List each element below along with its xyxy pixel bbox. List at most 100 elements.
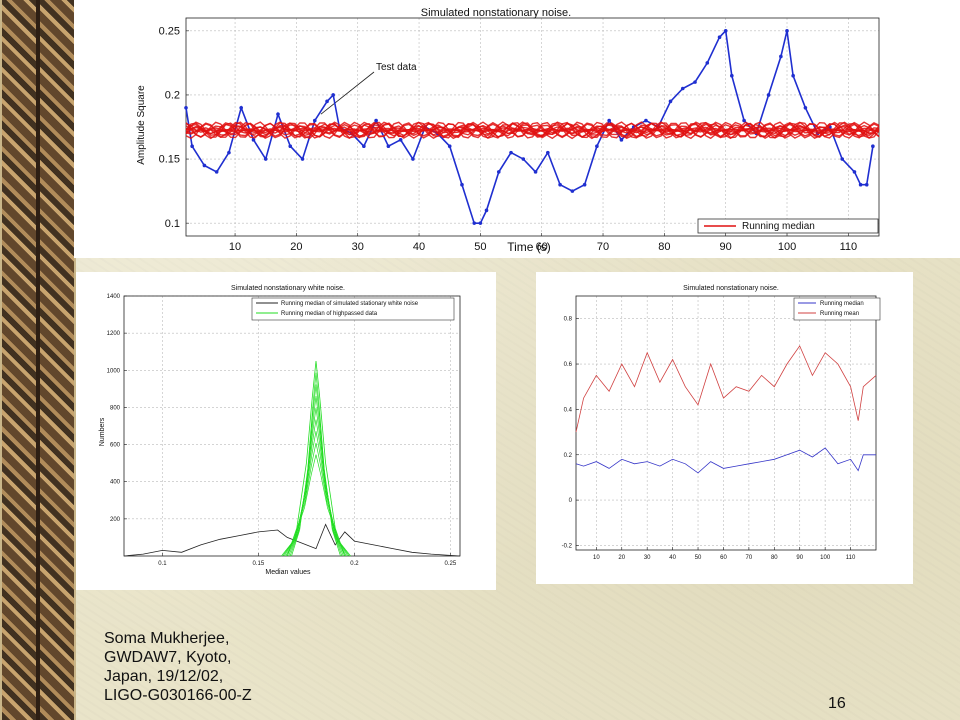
data-point xyxy=(533,170,538,174)
data-point xyxy=(644,118,648,123)
data-point xyxy=(766,93,771,97)
chart-series xyxy=(184,29,880,225)
x-tick-label: 50 xyxy=(474,241,486,253)
data-point xyxy=(276,112,280,116)
y-tick-label: 0.8 xyxy=(564,317,573,323)
chart-labels: Simulated nonstationary white noise. Med… xyxy=(99,285,345,576)
data-point xyxy=(570,189,575,193)
chart-panel-histogram: 0.1 0.15 0.2 0.25 200 400 600 800 1000 1200 1400 S… xyxy=(76,272,496,590)
series-running-median-trace xyxy=(185,121,880,140)
data-point xyxy=(546,150,550,155)
x-tick-label: 80 xyxy=(658,241,670,253)
chart-y-axis-label: Numbers xyxy=(99,417,106,446)
data-point xyxy=(582,182,587,187)
data-point xyxy=(478,221,483,225)
chart-title: Simulated nonstationary white noise. xyxy=(231,285,345,292)
y-tick-label: 200 xyxy=(110,517,121,523)
chart-labels: Simulated nonstationary noise. Time (s) … xyxy=(136,7,571,254)
plot-frame xyxy=(575,295,877,551)
y-tick-label: 0 xyxy=(569,498,573,504)
data-point xyxy=(484,208,489,213)
chart-x-axis-label: Time (s) xyxy=(507,240,551,254)
data-point xyxy=(447,144,452,149)
legend-label-running-mean: Running mean xyxy=(820,311,859,317)
x-tick-label: 30 xyxy=(352,241,364,253)
series-running-median-of-highpassed-data-trace xyxy=(281,454,351,557)
plot-frame xyxy=(123,295,461,557)
series-running-median-trace xyxy=(185,121,880,140)
x-tick-label: 20 xyxy=(618,555,625,561)
data-point xyxy=(680,86,685,91)
y-tick-label: 400 xyxy=(110,480,121,486)
decorative-left-border xyxy=(0,0,76,720)
chart-panel-test-data: 10 20 30 40 50 60 70 80 90 100 110 0.1 0.15 0.2 0.25 S… xyxy=(74,0,960,258)
x-tick-label: 80 xyxy=(771,555,778,561)
author-line: Soma Mukherjee, xyxy=(104,630,230,647)
x-tick-label: 0.2 xyxy=(350,561,359,567)
data-point xyxy=(852,170,857,174)
data-point xyxy=(239,105,243,110)
x-tick-label: 0.1 xyxy=(158,561,167,567)
data-point xyxy=(496,170,501,174)
x-tick-label: 40 xyxy=(413,241,425,253)
x-tick-label: 50 xyxy=(695,555,702,561)
data-point xyxy=(840,157,845,161)
chart-median-histogram: 0.1 0.15 0.2 0.25 200 400 600 800 1000 1200 1400 S… xyxy=(99,285,461,576)
data-point xyxy=(184,105,188,110)
series-running-median-of-simulated-stationary-white-noise xyxy=(123,523,461,557)
data-point xyxy=(398,138,403,142)
data-point xyxy=(705,61,710,65)
series-running-median xyxy=(575,447,876,474)
data-point xyxy=(251,138,256,142)
data-point xyxy=(717,35,722,40)
chart-series xyxy=(123,360,461,557)
y-tick-label: 1200 xyxy=(107,331,121,337)
x-tick-label: 60 xyxy=(720,555,727,561)
series-running-median-trace xyxy=(185,121,880,140)
y-tick-label: 1400 xyxy=(107,294,121,300)
data-point xyxy=(460,182,464,187)
series-running-median-of-highpassed-data xyxy=(286,360,346,557)
chart-grid xyxy=(576,296,876,550)
chart-axes: 0.1 0.15 0.2 0.25 200 400 600 800 1000 1200 1400 xyxy=(107,294,461,567)
data-point xyxy=(312,118,317,123)
data-point xyxy=(411,157,415,161)
x-tick-label: 70 xyxy=(746,555,753,561)
data-point xyxy=(779,54,783,59)
author-footer: Soma Mukherjee, GWDAW7, Kyoto, Japan, 19… xyxy=(104,629,344,705)
author-line: Japan, 19/12/02, xyxy=(104,668,224,685)
y-tick-label: 0.2 xyxy=(564,453,573,459)
data-point xyxy=(386,144,391,149)
chart-axes: 10 20 30 40 50 60 70 80 90 100 110 -0.2 0 0.2 0.4 0.6 0.… xyxy=(562,295,877,561)
chart-legend: Running median Running mean xyxy=(793,297,881,321)
x-tick-label: 10 xyxy=(593,555,600,561)
data-point xyxy=(619,138,624,142)
data-point xyxy=(558,182,562,187)
data-point xyxy=(509,150,513,155)
chart-series xyxy=(575,345,877,474)
x-tick-label: 20 xyxy=(290,241,302,253)
y-tick-label: 0.4 xyxy=(564,407,573,413)
y-tick-label: 0.6 xyxy=(564,362,573,368)
y-tick-label: 0.1 xyxy=(165,218,180,230)
x-tick-label: 90 xyxy=(796,555,803,561)
y-tick-label: 800 xyxy=(110,405,121,411)
y-tick-label: 0.25 xyxy=(159,25,180,37)
data-point xyxy=(263,157,268,161)
slide-number: 16 xyxy=(828,695,846,712)
x-tick-label: 40 xyxy=(669,555,676,561)
data-point xyxy=(214,170,219,174)
x-tick-label: 100 xyxy=(820,555,831,561)
x-tick-label: 30 xyxy=(644,555,651,561)
y-tick-label: 0.2 xyxy=(165,90,180,102)
chart-test-data: 10 20 30 40 50 60 70 80 90 100 110 0.1 0.15 0.2 0.25 S… xyxy=(136,7,880,254)
annotation-arrow xyxy=(320,71,375,115)
data-point xyxy=(595,144,599,149)
chart-title: Simulated nonstationary noise. xyxy=(421,7,571,19)
author-line: GWDAW7, Kyoto, xyxy=(104,649,232,666)
y-tick-label: 600 xyxy=(110,443,121,449)
legend-label-running-median: Running median xyxy=(742,221,815,232)
chart-legend: Running median of simulated stationary w… xyxy=(251,297,455,321)
x-tick-label: 10 xyxy=(229,241,241,253)
chart-median-mean: 10 20 30 40 50 60 70 80 90 100 110 -0.2 0 0.2 0.4 0.6 0.… xyxy=(562,285,881,561)
